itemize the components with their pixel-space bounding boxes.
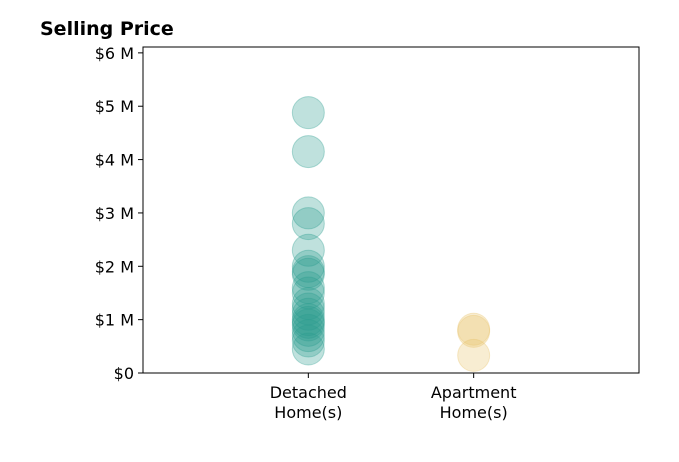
- point: [291, 324, 325, 358]
- point: [291, 305, 325, 339]
- y-tick-label: $0: [114, 364, 134, 383]
- point: [457, 314, 491, 348]
- point: [457, 338, 491, 372]
- x-tick-label: Apartment Home(s): [431, 383, 517, 422]
- y-tick-label: $1 M: [95, 311, 134, 330]
- point: [291, 233, 325, 267]
- y-tick-label: $5 M: [95, 97, 134, 116]
- point: [291, 297, 325, 331]
- point: [291, 319, 325, 353]
- point: [291, 271, 325, 305]
- y-tick-label: $6 M: [95, 44, 134, 63]
- point: [291, 287, 325, 321]
- y-tick-label: $4 M: [95, 151, 134, 170]
- point: [291, 276, 325, 310]
- point: [457, 312, 491, 346]
- point: [291, 196, 325, 230]
- point: [291, 249, 325, 283]
- chart-title: Selling Price: [40, 18, 174, 40]
- point: [291, 332, 325, 366]
- y-tick-label: $3 M: [95, 204, 134, 223]
- point: [291, 257, 325, 291]
- point: [291, 308, 325, 342]
- point: [291, 207, 325, 241]
- x-tick-label: Detached Home(s): [270, 383, 347, 422]
- y-tick-label: $2 M: [95, 257, 134, 276]
- point: [291, 303, 325, 337]
- point: [291, 96, 325, 130]
- point: [291, 292, 325, 326]
- plot-frame: [142, 46, 640, 374]
- point: [291, 313, 325, 347]
- point: [291, 255, 325, 289]
- point: [291, 135, 325, 169]
